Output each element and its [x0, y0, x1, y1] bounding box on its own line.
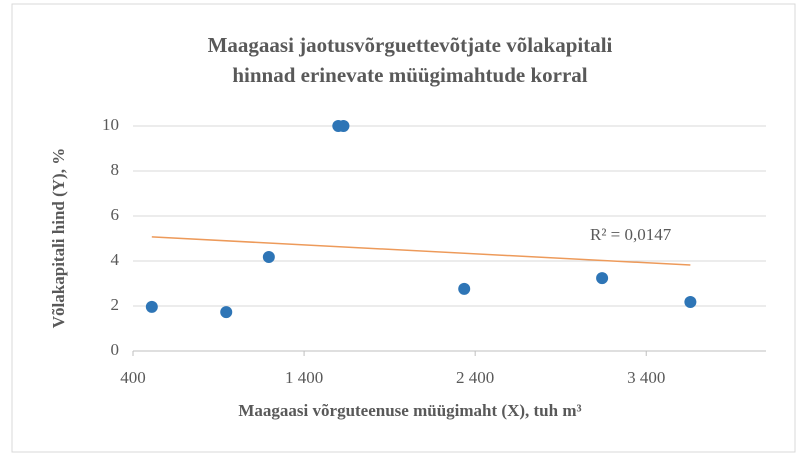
- chart-frame: [11, 3, 796, 453]
- x-tick-label: 1 400: [285, 368, 323, 387]
- data-point: [458, 282, 471, 295]
- trendline-annotation: R² = 0,0147: [590, 225, 672, 244]
- y-tick-label: 2: [111, 295, 120, 314]
- x-tick-label: 3 400: [627, 368, 665, 387]
- data-point: [145, 300, 158, 313]
- x-tick-label: 2 400: [456, 368, 494, 387]
- y-axis-label: Võlakapitali hind (Y), %: [49, 148, 68, 328]
- data-point: [596, 272, 609, 285]
- y-tick-label: 0: [111, 340, 120, 359]
- trendline: [151, 236, 691, 266]
- data-point: [220, 306, 233, 319]
- data-point: [262, 250, 275, 263]
- x-axis-label: Maagaasi võrguteenuse müügimaht (X), tuh…: [238, 401, 581, 420]
- x-tick-label: 400: [120, 368, 146, 387]
- chart-title: Maagaasi jaotusvõrguettevõtjate võlakapi…: [208, 33, 613, 57]
- y-tick-label: 4: [111, 250, 120, 269]
- data-point: [337, 120, 350, 132]
- y-tick-label: 10: [102, 115, 119, 134]
- y-tick-label: 6: [111, 205, 120, 224]
- chart-title: hinnad erinevate müügimahtude korral: [232, 63, 587, 87]
- y-tick-label: 8: [111, 160, 120, 179]
- data-point: [684, 295, 697, 308]
